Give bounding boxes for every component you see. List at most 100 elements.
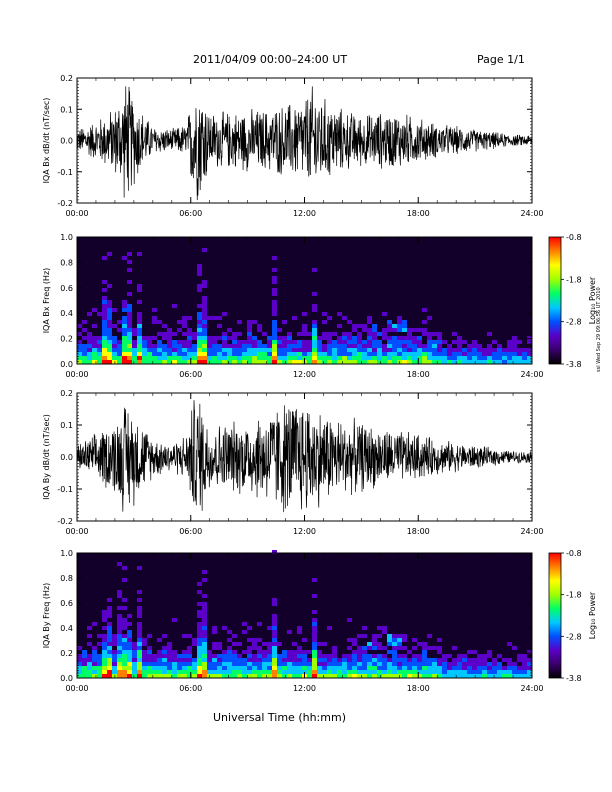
spectrogram-cell [307, 340, 312, 344]
spectrogram-cell [307, 360, 312, 364]
spectrogram-cell [337, 666, 342, 670]
spectrogram-cell [527, 356, 532, 360]
spectrogram-cell [417, 662, 422, 666]
spectrogram-cell [312, 630, 317, 634]
spectrogram-cell [107, 332, 112, 336]
spectrogram-cell [107, 658, 112, 662]
spectrogram-cell [127, 360, 132, 364]
spectrogram-cell [372, 666, 377, 670]
spectrogram-cell [87, 340, 92, 344]
spectrogram-cell [127, 622, 132, 626]
spectrogram-cell [152, 336, 157, 340]
spectrogram-cell [92, 360, 97, 364]
spectrogram-cell [342, 670, 347, 674]
spectrogram-cell [487, 348, 492, 352]
spectrogram-cell [312, 352, 317, 356]
spectrogram-cell [487, 662, 492, 666]
spectrogram-cell [217, 360, 222, 364]
spectrogram-cell [497, 344, 502, 348]
spectrogram-cell [137, 638, 142, 642]
spectrogram-cell [452, 340, 457, 344]
spectrogram-cell [112, 638, 117, 642]
spectrogram-cell [282, 650, 287, 654]
spectrogram-cell [197, 614, 202, 618]
spectrogram-cell [327, 340, 332, 344]
spectrogram-cell [437, 352, 442, 356]
spectrogram-cell [227, 666, 232, 670]
spectrogram-cell [367, 316, 372, 320]
spectrogram-cell [92, 352, 97, 356]
spectrogram-cell [287, 654, 292, 658]
spectrogram-cell [457, 658, 462, 662]
spectrogram-cell [302, 312, 307, 316]
spectrogram-cell [497, 654, 502, 658]
spectrogram-cell [122, 654, 127, 658]
spectrogram-cell [422, 654, 427, 658]
x-tick-label: 00:00 [65, 209, 88, 218]
spectrogram-cell [162, 666, 167, 670]
x-tick-label: 06:00 [179, 209, 202, 218]
spectrogram-cell [227, 646, 232, 650]
spectrogram-cell [147, 360, 152, 364]
spectrogram-cell [372, 642, 377, 646]
spectrogram-cell [132, 670, 137, 674]
spectrogram-cell [387, 638, 392, 642]
spectrogram-cell [457, 360, 462, 364]
spectrogram-cell [162, 634, 167, 638]
spectrogram-cell [77, 666, 82, 670]
spectrogram-cell [137, 598, 142, 602]
spectrogram-cell [87, 626, 92, 630]
spectrogram-cell [107, 300, 112, 304]
spectrogram-cell [502, 360, 507, 364]
spectrogram-cell [97, 666, 102, 670]
spectrogram-cell [107, 654, 112, 658]
spectrogram-cell [417, 670, 422, 674]
y-tick-label: -0.1 [57, 485, 73, 494]
spectrogram-cell [127, 634, 132, 638]
spectrogram-cell [87, 642, 92, 646]
spectrogram-cell [202, 280, 207, 284]
spectrogram-cell [302, 332, 307, 336]
spectrogram-cell [372, 344, 377, 348]
spectrogram-cell [357, 670, 362, 674]
spectrogram-cell [277, 666, 282, 670]
spectrogram-cell [227, 658, 232, 662]
x-tick-label: 24:00 [520, 527, 543, 536]
spectrogram-cell [127, 320, 132, 324]
y-tick-label: 1.0 [60, 233, 73, 242]
spectrogram-cell [312, 594, 317, 598]
spectrogram-cell [422, 320, 427, 324]
colorbar-tick-label: -3.8 [566, 674, 582, 683]
spectrogram-cell [197, 662, 202, 666]
spectrogram-cell [417, 674, 422, 678]
spectrogram-cell [472, 348, 477, 352]
spectrogram-cell [267, 344, 272, 348]
spectrogram-cell [197, 356, 202, 360]
spectrogram-cell [312, 292, 317, 296]
spectrogram-cell [197, 284, 202, 288]
spectrogram-cell [137, 340, 142, 344]
spectrogram-cell [272, 304, 277, 308]
spectrogram-cell [412, 670, 417, 674]
spectrogram-cell [102, 328, 107, 332]
spectrogram-cell [357, 336, 362, 340]
spectrogram-cell [142, 674, 147, 678]
spectrogram-cell [312, 658, 317, 662]
spectrogram-cell [192, 356, 197, 360]
spectrogram-cell [337, 348, 342, 352]
spectrogram-cell [497, 666, 502, 670]
spectrogram-cell [117, 606, 122, 610]
spectrogram-cell [302, 658, 307, 662]
spectrogram-cell [507, 642, 512, 646]
spectrogram-cell [262, 332, 267, 336]
spectrogram-cell [497, 356, 502, 360]
spectrogram-cell [102, 360, 107, 364]
spectrogram-cell [312, 578, 317, 582]
spectrogram-cell [287, 348, 292, 352]
spectrogram-cell [407, 670, 412, 674]
spectrogram-cell [372, 654, 377, 658]
spectrogram-cell [127, 304, 132, 308]
spectrogram-cell [312, 634, 317, 638]
spectrogram-cell [102, 296, 107, 300]
spectrogram-cell [157, 348, 162, 352]
